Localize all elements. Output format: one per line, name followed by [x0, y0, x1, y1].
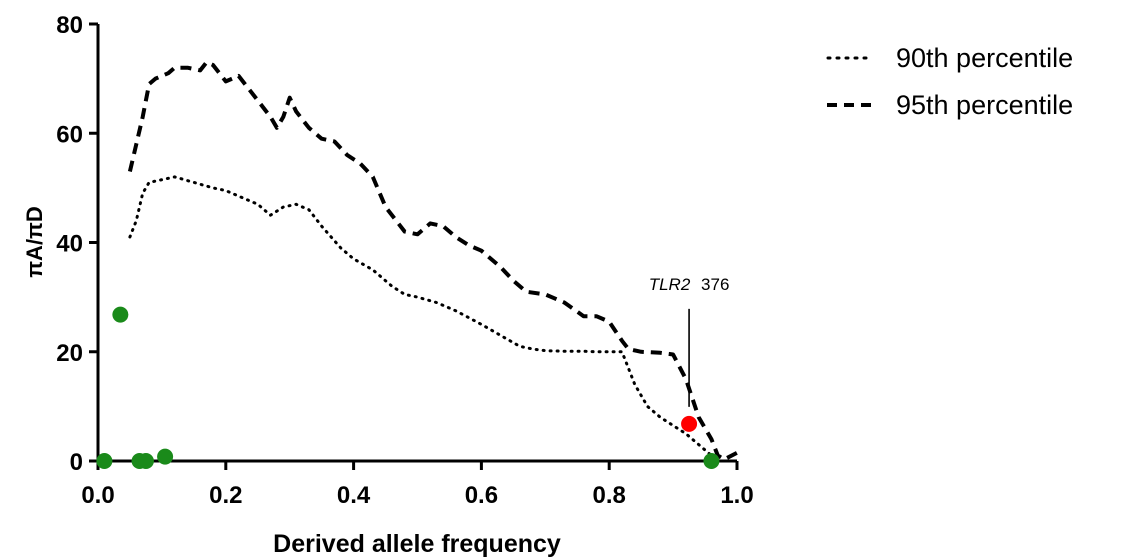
- x-tick-label: 0.6: [465, 482, 498, 509]
- y-tick-label: 80: [56, 12, 83, 39]
- scatter-point: [137, 453, 154, 469]
- y-axis-title: πA/πD: [22, 206, 47, 278]
- x-ticks: 0.0 0.2 0.4 0.6 0.8 1.0: [81, 461, 754, 509]
- x-tick-label: 1.0: [720, 482, 753, 509]
- x-axis-title: Derived allele frequency: [273, 530, 561, 558]
- x-tick-label: 0.8: [593, 482, 626, 509]
- scatter-point: [96, 453, 113, 469]
- series-lines: [127, 60, 738, 462]
- scatter-point: [681, 415, 698, 432]
- y-tick-label: 20: [56, 340, 83, 367]
- scatter-point: [157, 448, 174, 465]
- x-tick-label: 0.2: [209, 482, 242, 509]
- annotation: TLR2 376: [649, 275, 730, 407]
- series-line-90th-percentile: [128, 175, 720, 460]
- y-tick-label: 0: [70, 449, 83, 476]
- series-line-95th-percentile: [127, 60, 738, 462]
- y-tick-label: 60: [56, 121, 83, 148]
- scatter-points: [96, 306, 720, 469]
- legend-label-90th: 90th percentile: [896, 43, 1073, 73]
- annotation-number-part: 376: [701, 275, 729, 294]
- annotation-label: TLR2 376: [649, 275, 730, 294]
- scatter-point: [703, 453, 720, 469]
- scatter-point: [112, 306, 129, 323]
- annotation-italic-part: TLR2: [649, 275, 691, 294]
- x-tick-label: 0.0: [81, 482, 114, 509]
- x-tick-label: 0.4: [337, 482, 371, 509]
- y-ticks: 0 20 40 60 80: [56, 12, 98, 476]
- legend: 90th percentile 95th percentile: [826, 43, 1073, 120]
- legend-label-95th: 95th percentile: [896, 90, 1073, 120]
- y-tick-label: 40: [56, 231, 83, 258]
